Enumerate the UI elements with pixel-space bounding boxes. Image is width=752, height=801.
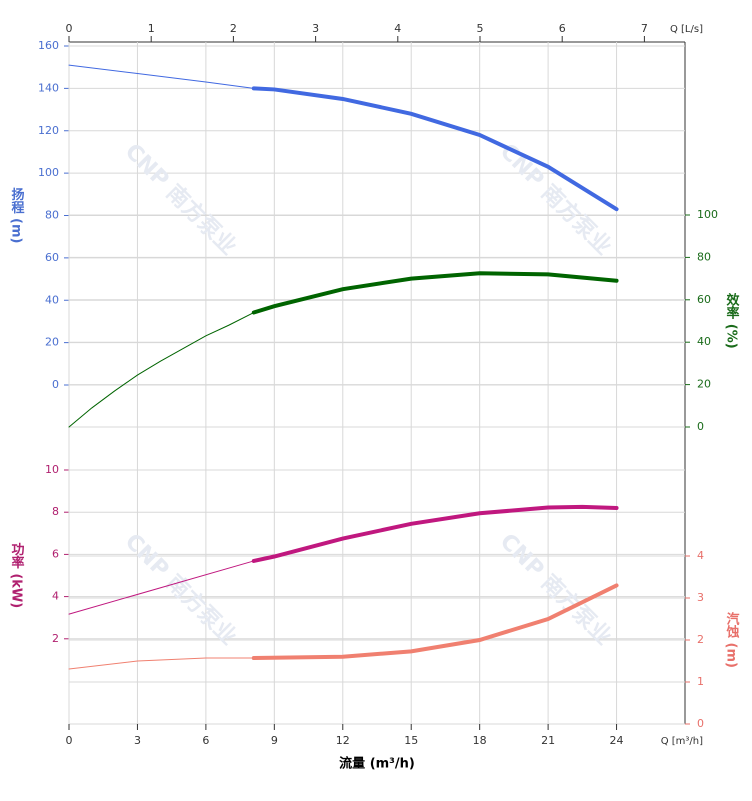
y-tick-label: 60 (45, 251, 59, 264)
y-tick-label: 100 (697, 208, 718, 221)
x-tick-label: 21 (541, 734, 555, 747)
y-axis-title: 汽蚀 (m) (724, 611, 741, 668)
watermark: CNP 南方泵业 (120, 528, 242, 650)
y-tick-label: 160 (38, 39, 59, 52)
y-tick-label: 0 (52, 378, 59, 391)
y-tick-label: 120 (38, 124, 59, 137)
watermark: CNP 南方泵业 (495, 528, 617, 650)
y-tick-label: 2 (697, 633, 704, 646)
x2-tick-label: 1 (148, 22, 155, 35)
curve (251, 504, 619, 563)
x2-tick-label: 5 (477, 22, 484, 35)
x2-unit: Q [L/s] (670, 24, 703, 35)
y-axis-title: 效率 (%) (724, 293, 740, 349)
x-tick-label: 15 (404, 734, 418, 747)
y-tick-label: 6 (52, 547, 59, 560)
y-tick-label: 0 (697, 420, 704, 433)
y-tick-label: 3 (697, 591, 704, 604)
x-tick-label: 3 (134, 734, 141, 747)
y-axis-title: 扬程 (m) (9, 187, 25, 244)
x2-tick-label: 2 (230, 22, 237, 35)
x-tick-label: 24 (610, 734, 624, 747)
x2-tick-label: 0 (66, 22, 73, 35)
x-tick-label: 0 (66, 734, 73, 747)
y-tick-label: 20 (697, 378, 711, 391)
y-tick-label: 100 (38, 166, 59, 179)
x-tick-label: 12 (336, 734, 350, 747)
x2-tick-label: 6 (559, 22, 566, 35)
curve (251, 86, 619, 212)
y-tick-label: 20 (45, 336, 59, 349)
curve (68, 560, 255, 615)
x2-tick-label: 7 (641, 22, 648, 35)
y-tick-label: 140 (38, 81, 59, 94)
x-tick-label: 18 (473, 734, 487, 747)
y-tick-label: 8 (52, 505, 59, 518)
y-tick-label: 80 (45, 209, 59, 222)
x-axis-title: 流量 (m³/h) (339, 756, 415, 772)
y-tick-label: 4 (697, 549, 704, 562)
y-tick-label: 2 (52, 632, 59, 645)
x-unit: Q [m³/h] (661, 736, 703, 747)
y-tick-label: 4 (52, 590, 59, 603)
y-tick-label: 60 (697, 293, 711, 306)
y-tick-label: 40 (45, 293, 59, 306)
curve (251, 583, 619, 661)
y-tick-label: 1 (697, 675, 704, 688)
curve (68, 312, 255, 428)
x-tick-label: 6 (202, 734, 209, 747)
y-axis-title: 功率 (kW) (9, 543, 25, 608)
y-tick-label: 0 (697, 717, 704, 730)
watermark: CNP 南方泵业 (120, 138, 242, 260)
x2-tick-label: 4 (394, 22, 401, 35)
y-tick-label: 80 (697, 250, 711, 263)
y-tick-label: 10 (45, 463, 59, 476)
x-tick-label: 9 (271, 734, 278, 747)
curve (251, 271, 619, 315)
curve (68, 657, 255, 670)
y-tick-label: 40 (697, 335, 711, 348)
x2-tick-label: 3 (312, 22, 319, 35)
curve (68, 64, 255, 89)
